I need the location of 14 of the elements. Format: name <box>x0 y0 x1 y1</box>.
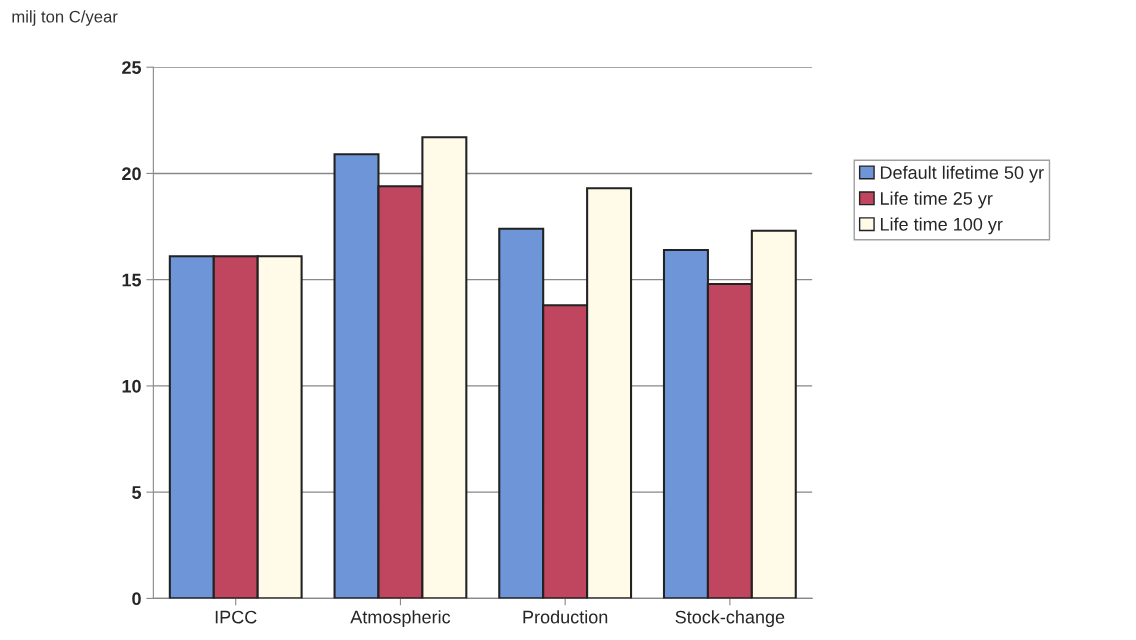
x-tick-label: Stock-change <box>675 610 785 628</box>
x-tick-label: IPCC <box>215 610 257 624</box>
legend-label: Life time 100 yr <box>880 217 1003 235</box>
y-tick-label: 15 <box>122 273 142 287</box>
y-axis-title: milj ton C/year <box>12 10 118 26</box>
y-tick-label: 20 <box>122 167 141 181</box>
x-tick-label: Atmospheric <box>350 610 451 628</box>
legend-label: Life time 25 yr <box>880 191 993 209</box>
y-tick-label: 10 <box>122 379 141 393</box>
y-tick-label: 0 <box>132 592 141 606</box>
legend-label: Default lifetime 50 yr <box>880 165 1044 183</box>
y-tick-label: 25 <box>122 61 142 74</box>
x-tick-label: Production <box>523 610 608 624</box>
y-tick-label: 5 <box>132 486 142 499</box>
